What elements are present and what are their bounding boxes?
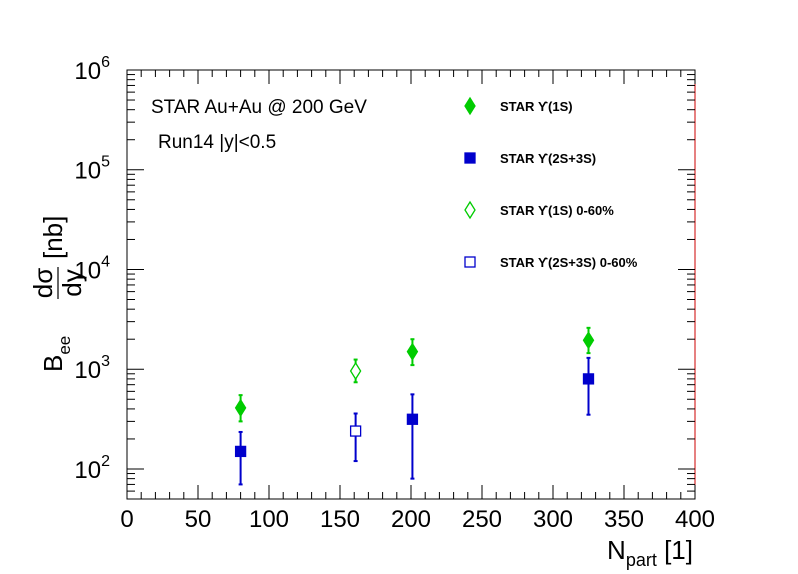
- data-point: [582, 373, 595, 385]
- x-tick-label: 150: [320, 506, 360, 533]
- legend-marker: [464, 200, 476, 220]
- data-point: [406, 342, 419, 361]
- legend-label: STAR ϒ(1S) 0-60%: [500, 203, 614, 218]
- y-axis-ticks: [127, 69, 695, 500]
- series-1: [234, 356, 595, 486]
- x-tick-label: 300: [533, 506, 573, 533]
- y-axis-tick-labels: 102 103 104 105 106: [74, 54, 110, 484]
- legend-label: STAR ϒ(1S): [500, 99, 573, 114]
- x-tick-label: 250: [462, 506, 502, 533]
- x-tick-label: 50: [185, 506, 212, 533]
- legend-entry-2: STAR ϒ(1S) 0-60%: [464, 200, 614, 220]
- y-axis-label: Bee dσ dy [nb]: [28, 216, 87, 372]
- y-label-frac-num: dσ: [28, 268, 58, 299]
- data-point: [406, 413, 419, 425]
- data-point: [349, 361, 362, 381]
- data-point: [234, 398, 247, 418]
- series-3: [349, 412, 362, 463]
- legend-marker: [464, 96, 476, 116]
- series-2: [349, 358, 362, 384]
- y-tick-label: 105: [74, 154, 110, 185]
- y-tick-label: 102: [74, 453, 110, 484]
- y-label-frac-den: dy: [57, 269, 87, 296]
- x-tick-label: 100: [249, 506, 289, 533]
- legend-entry-1: STAR ϒ(2S+3S): [464, 151, 596, 166]
- y-label-unit: [nb]: [38, 216, 68, 259]
- x-tick-label: 350: [604, 506, 644, 533]
- legend-marker: [464, 256, 476, 268]
- y-tick-label: 106: [74, 54, 110, 85]
- legend-entry-3: STAR ϒ(2S+3S) 0-60%: [464, 255, 638, 270]
- data-point: [234, 445, 247, 458]
- legend-label: STAR ϒ(2S+3S): [500, 151, 596, 166]
- annotation-experiment: STAR Au+Au @ 200 GeV: [151, 97, 367, 118]
- y-tick-label: 104: [74, 253, 110, 284]
- y-tick-label: 103: [74, 353, 110, 384]
- data-point: [582, 331, 595, 350]
- legend-marker: [464, 152, 476, 164]
- x-tick-label: 200: [391, 506, 431, 533]
- series-0: [234, 326, 595, 423]
- data-point: [349, 425, 362, 437]
- x-tick-label: 0: [120, 506, 133, 533]
- x-axis-label: Npart [1]: [607, 535, 693, 570]
- legend-label: STAR ϒ(2S+3S) 0-60%: [500, 255, 638, 270]
- svg-text:Bee: Bee: [38, 336, 74, 372]
- x-axis-tick-labels: 0 50 100 150 200 250 300 350 400: [120, 506, 715, 533]
- legend-entry-0: STAR ϒ(1S): [464, 96, 573, 116]
- legend: STAR ϒ(1S) STAR ϒ(2S+3S) STAR ϒ(1S) 0-60% S…: [464, 96, 638, 270]
- annotation-run: Run14 |y|<0.5: [158, 132, 276, 153]
- x-axis-ticks: [126, 70, 696, 499]
- data-series: [234, 326, 595, 486]
- x-tick-label: 400: [675, 506, 715, 533]
